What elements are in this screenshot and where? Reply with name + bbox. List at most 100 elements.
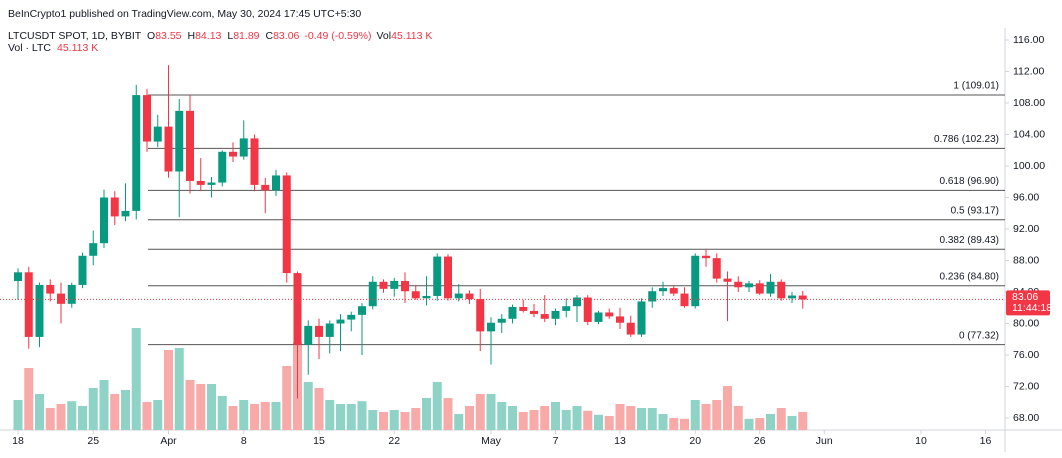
price-badge-countdown: 11:44:18 [1012, 302, 1052, 314]
y-tick-label: 96.00 [1013, 191, 1039, 203]
x-tick-label: 16 [980, 435, 992, 447]
candle-body [347, 314, 356, 320]
volume-bar [207, 384, 216, 430]
volume-bar [153, 400, 163, 430]
candle-body [648, 291, 657, 302]
candle-body [487, 322, 495, 332]
volume-bar [303, 382, 313, 430]
candle-body [798, 295, 807, 300]
candle-body [250, 138, 259, 185]
volume-bar [67, 401, 77, 430]
y-tick-label: 80.00 [1013, 317, 1039, 329]
candle-body [164, 126, 173, 172]
candle-body [207, 182, 216, 185]
y-tick-label: 76.00 [1013, 349, 1039, 361]
candle-body [712, 258, 721, 279]
volume-bar [465, 406, 474, 430]
x-tick-label: 15 [313, 435, 325, 447]
candle-body [605, 312, 614, 317]
volume-bar [604, 416, 614, 430]
y-tick-label: 100.00 [1013, 160, 1045, 172]
candle-body [14, 272, 22, 281]
candle-body [476, 299, 485, 332]
candle-body [659, 288, 667, 292]
x-tick-label: 18 [12, 435, 24, 447]
candle-body [745, 283, 753, 288]
volume-bar [432, 382, 442, 430]
volume-bar [637, 408, 646, 430]
candle-body [304, 325, 313, 345]
volume-title: Vol · LTC [8, 42, 51, 54]
candle-body [519, 306, 528, 311]
volume-bar [282, 366, 292, 430]
volume-bar [497, 402, 507, 430]
volume-bar [185, 380, 195, 430]
legend-key: L [227, 30, 233, 42]
candle-body [78, 255, 87, 285]
y-tick-label: 112.00 [1013, 65, 1044, 77]
volume-bar [379, 412, 388, 430]
candle-body [143, 95, 151, 142]
fib-label: 0.618 (96.90) [940, 176, 1000, 187]
candle-body [530, 310, 538, 315]
candle-body [229, 151, 237, 157]
candle-body [540, 314, 549, 319]
volume-bar [680, 418, 689, 430]
volume-bar [389, 410, 399, 430]
legend: LTCUSDT SPOT, 1D, BYBIT O83.55 H84.13 L81.8… [8, 30, 432, 42]
candle-body [444, 256, 452, 299]
volume-bar [475, 394, 485, 430]
symbol: LTCUSDT SPOT, 1D, BYBIT [8, 30, 142, 42]
change: -0.49 (-0.59%) [304, 30, 371, 42]
volume-bar [13, 400, 23, 430]
candle-body [497, 318, 506, 323]
fib-label: 0.786 (102.23) [934, 134, 999, 145]
fib-label: 0.236 (84.80) [940, 271, 1000, 282]
price-badge [1006, 290, 1050, 316]
volume-bar [99, 380, 109, 430]
volume-bar [325, 400, 335, 430]
candle-body [196, 180, 205, 185]
candle-body [551, 310, 560, 319]
candle-body [35, 284, 44, 337]
volume-bar [583, 410, 593, 430]
volume-bar [626, 406, 636, 430]
volume-bar [594, 414, 603, 430]
candle-body [691, 255, 700, 307]
x-tick-label: 26 [754, 435, 766, 447]
candle-body [777, 281, 786, 299]
volume-bar [45, 408, 55, 430]
volume-bar [357, 401, 367, 430]
legend-key: O [147, 30, 155, 42]
y-tick-label: 116.00 [1013, 34, 1044, 46]
candle-body [110, 197, 119, 217]
volume-bar [669, 418, 679, 430]
fib-label: 0.5 (93.17) [951, 205, 999, 216]
volume-bar [733, 406, 743, 430]
x-tick-label: 13 [614, 435, 626, 447]
candle-body [401, 280, 409, 292]
volume-bar [540, 406, 550, 430]
volume-bar [400, 412, 410, 430]
volume-bar [314, 388, 324, 430]
volume-bar [658, 414, 668, 430]
volume-bar [690, 400, 700, 430]
candle-body [508, 306, 517, 319]
volume-bar [131, 328, 141, 430]
volume-bar [529, 410, 539, 430]
candle-body [454, 293, 463, 299]
volume-bar [35, 394, 44, 430]
volume-bar [24, 368, 34, 430]
candle-body [390, 280, 399, 289]
candle-body [465, 293, 474, 300]
x-tick-label: 7 [553, 435, 559, 447]
volume-bar [260, 402, 270, 430]
candle-body [57, 293, 65, 304]
volume-bar [78, 406, 87, 430]
volume-bar [336, 404, 345, 430]
candle-body [411, 291, 420, 299]
y-tick-label: 104.00 [1013, 128, 1045, 140]
x-tick-label: 22 [388, 435, 400, 447]
volume-bar [164, 350, 173, 430]
